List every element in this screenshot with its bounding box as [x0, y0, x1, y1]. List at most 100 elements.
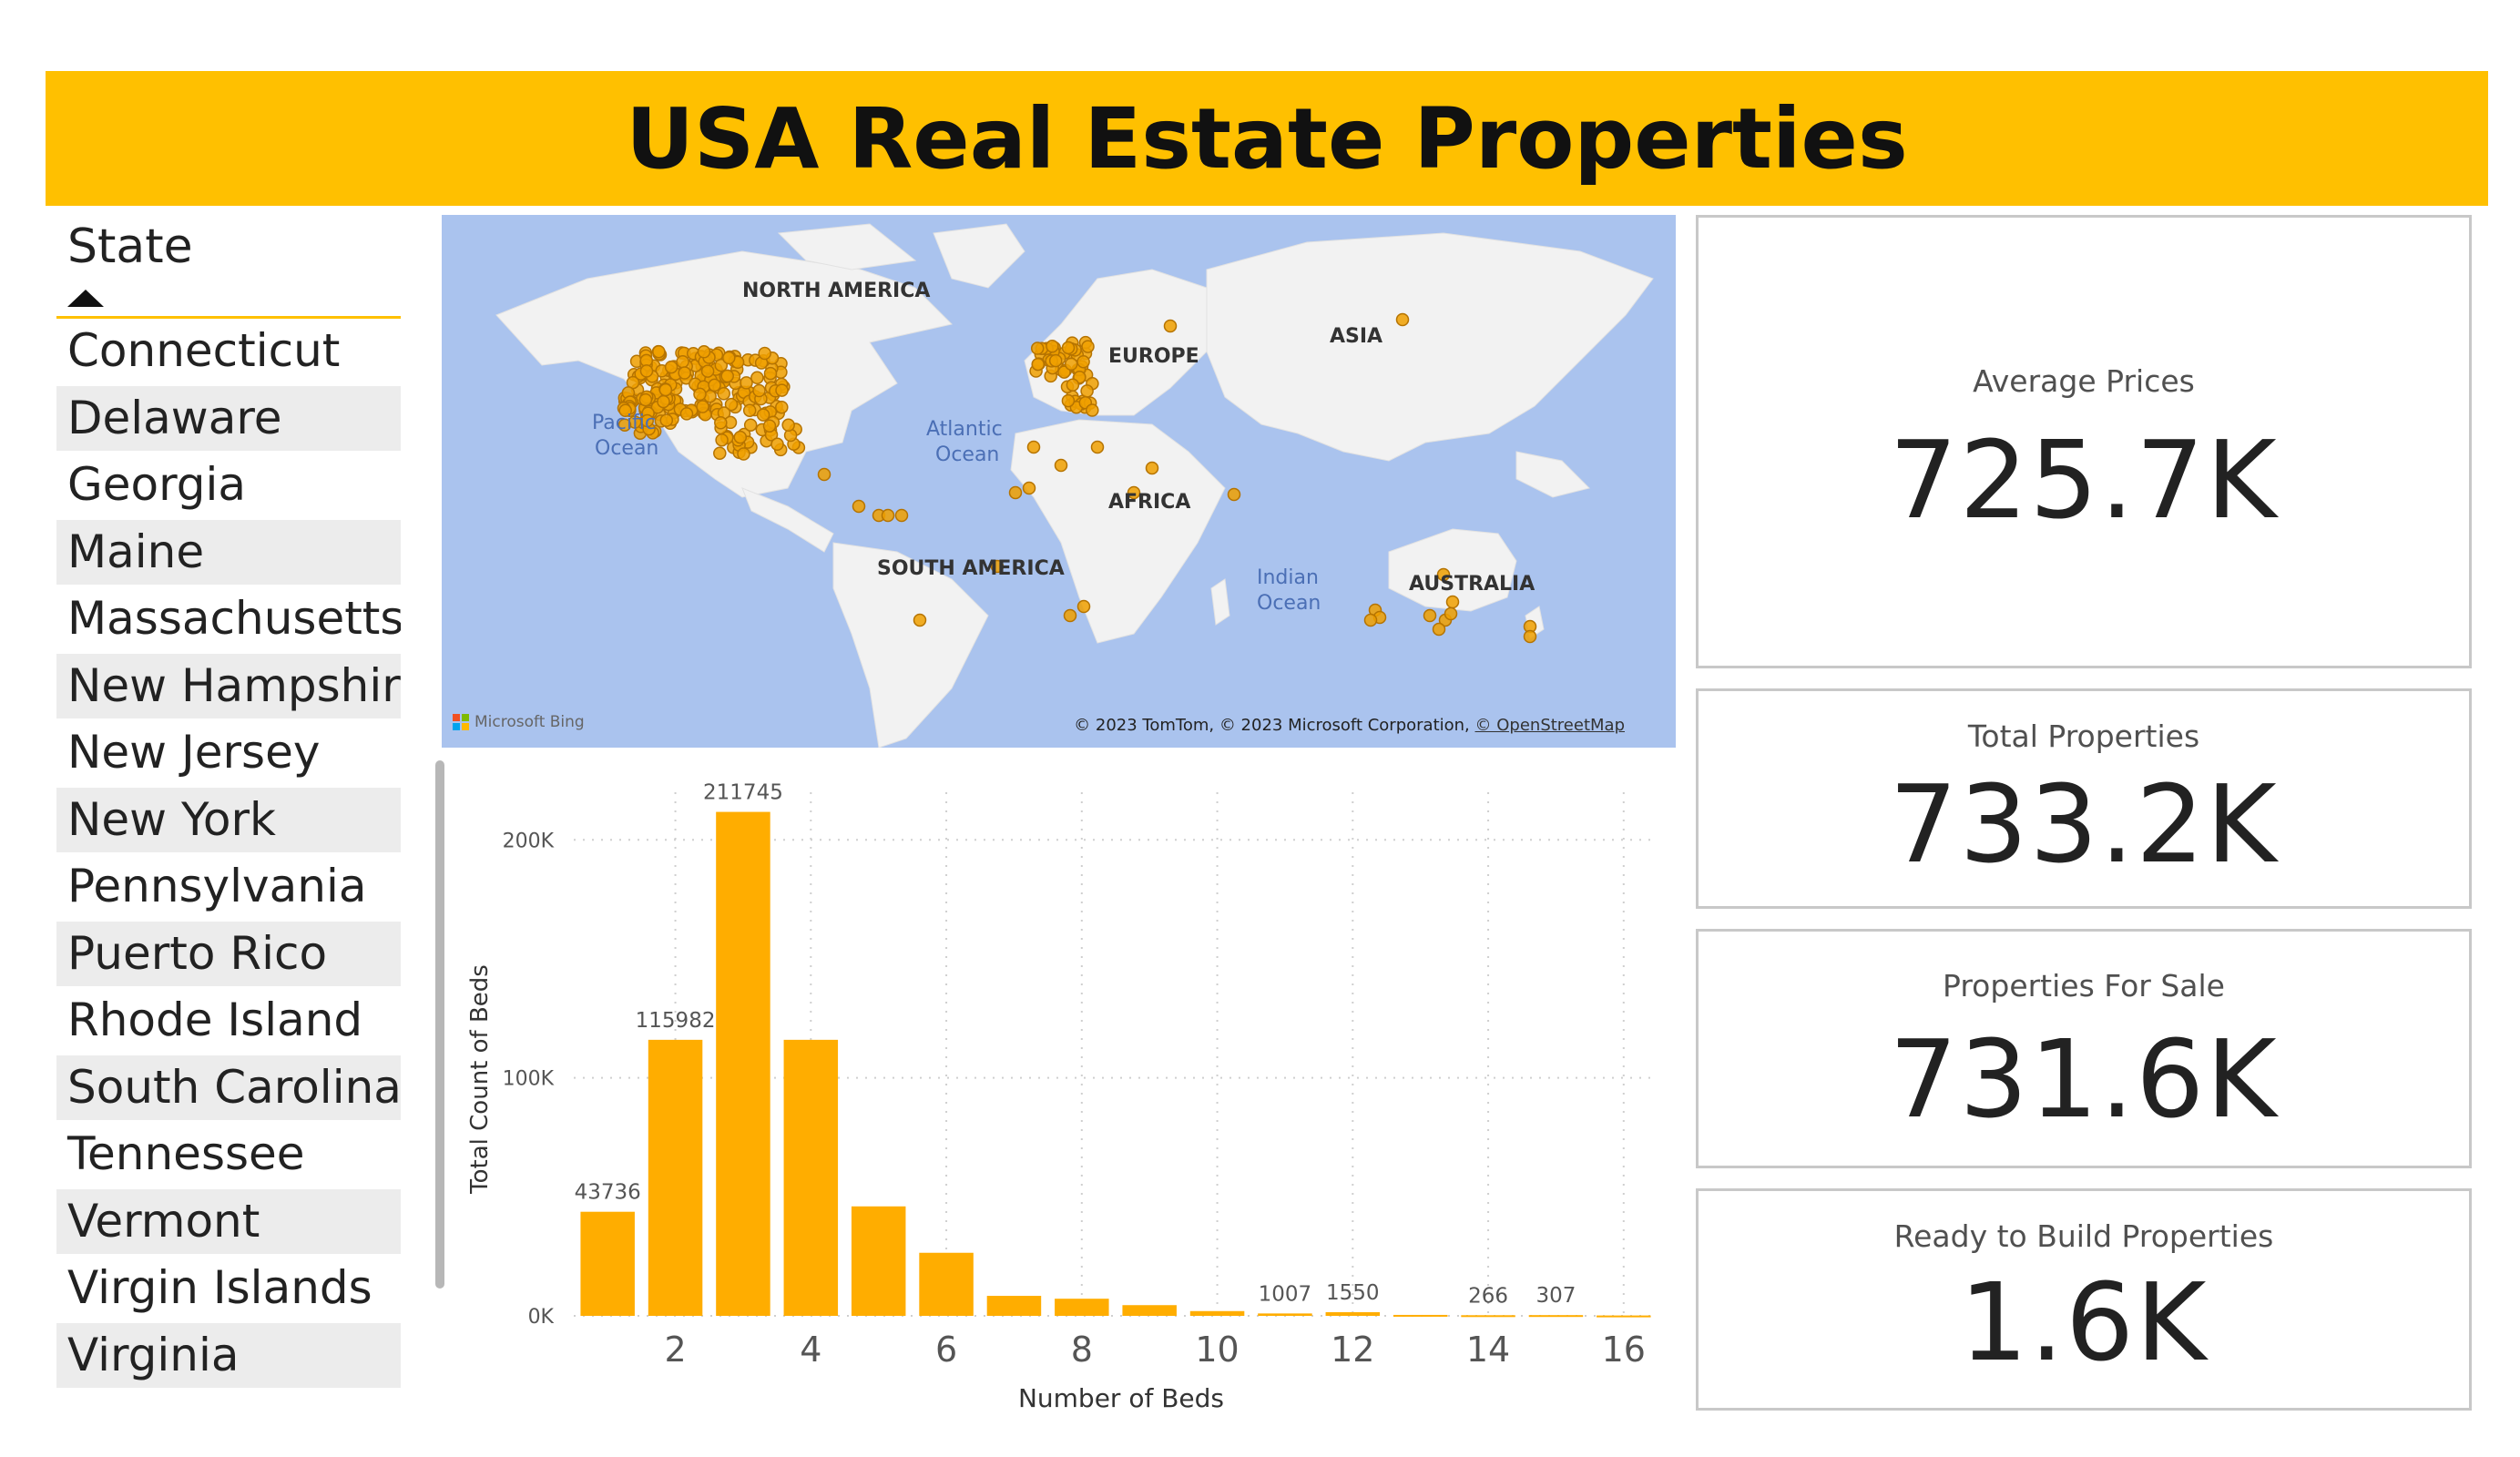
map-marker[interactable] [658, 382, 673, 397]
slicer-item[interactable]: Virgin Islands [56, 1256, 401, 1323]
map-marker[interactable] [1026, 440, 1041, 454]
map-marker[interactable] [1086, 403, 1099, 417]
map-marker[interactable] [817, 467, 831, 482]
map-marker[interactable] [1031, 357, 1045, 372]
slicer-scrollbar[interactable] [435, 760, 444, 1289]
bar[interactable] [648, 1039, 703, 1316]
map-marker[interactable] [1127, 485, 1141, 500]
slicer-item[interactable]: Puerto Rico [56, 921, 401, 988]
map-marker[interactable] [1436, 567, 1451, 582]
map-marker[interactable] [638, 392, 653, 407]
map-marker[interactable] [724, 397, 739, 412]
map-marker[interactable] [1076, 354, 1090, 369]
map-marker[interactable] [770, 437, 784, 452]
map-marker[interactable] [762, 419, 777, 433]
map-marker[interactable] [894, 508, 909, 523]
slicer-item[interactable]: Georgia [56, 453, 401, 520]
slicer-item[interactable]: South Carolina [56, 1055, 401, 1122]
map-marker[interactable] [679, 407, 694, 421]
state-slicer[interactable]: State Connecticut Delaware Georgia Maine Mas… [56, 219, 401, 1390]
bar[interactable] [1258, 1313, 1312, 1316]
map-marker[interactable] [1227, 487, 1241, 502]
map-marker[interactable] [652, 344, 666, 359]
slicer-item[interactable]: Pennsylvania [56, 854, 401, 922]
bar[interactable] [1122, 1305, 1177, 1316]
bar[interactable] [783, 1039, 839, 1316]
map-marker[interactable] [1363, 613, 1378, 627]
bar[interactable] [1597, 1315, 1651, 1318]
map-marker[interactable] [743, 418, 758, 432]
map-marker[interactable] [1008, 485, 1023, 500]
ready-to-build-card[interactable]: Ready to Build Properties 1.6K [1696, 1188, 2472, 1411]
map-marker[interactable] [1022, 481, 1036, 495]
map-marker[interactable] [756, 408, 770, 422]
map-marker[interactable] [1432, 622, 1446, 637]
map-marker[interactable] [737, 447, 750, 461]
bar[interactable] [1528, 1315, 1584, 1318]
map-marker[interactable] [657, 394, 670, 409]
map-marker[interactable] [1145, 461, 1159, 475]
openstreetmap-link[interactable]: © OpenStreetMap [1474, 716, 1625, 735]
map-marker[interactable] [750, 371, 764, 385]
slicer-item[interactable]: Massachusetts [56, 586, 401, 654]
map-marker[interactable] [881, 508, 895, 523]
sort-ascending-icon[interactable] [67, 290, 104, 307]
map-marker[interactable] [700, 364, 715, 378]
map-marker[interactable] [618, 403, 632, 418]
map-marker[interactable] [713, 446, 727, 460]
properties-for-sale-card[interactable]: Properties For Sale 731.6K [1696, 929, 2472, 1168]
slicer-item[interactable]: New Jersey [56, 720, 401, 788]
slicer-item[interactable]: Delaware [56, 385, 401, 453]
map-marker[interactable] [1163, 319, 1178, 333]
map-marker[interactable] [697, 345, 711, 359]
map-marker[interactable] [639, 364, 654, 378]
map-marker[interactable] [763, 366, 778, 381]
map-marker[interactable] [775, 400, 789, 414]
map-marker[interactable] [714, 416, 728, 430]
map-marker[interactable] [1445, 595, 1460, 609]
map-marker[interactable] [1046, 339, 1059, 353]
bar[interactable] [1461, 1315, 1515, 1318]
map-marker[interactable] [1081, 340, 1095, 353]
map-marker[interactable] [1061, 393, 1076, 408]
map-marker[interactable] [740, 376, 753, 390]
bar[interactable] [716, 811, 770, 1316]
map-marker[interactable] [696, 400, 709, 413]
map-marker[interactable] [1048, 353, 1063, 368]
map-marker[interactable] [1090, 440, 1105, 454]
map-marker[interactable] [1063, 608, 1077, 623]
map-marker[interactable] [693, 387, 707, 402]
slicer-item[interactable]: Vermont [56, 1188, 401, 1256]
map-marker[interactable] [913, 613, 927, 627]
map-marker[interactable] [1423, 608, 1437, 623]
bar[interactable] [851, 1206, 906, 1316]
map-marker[interactable] [1064, 357, 1078, 372]
map-marker[interactable] [617, 418, 632, 432]
map-marker[interactable] [1061, 341, 1076, 355]
total-properties-card[interactable]: Total Properties 733.2K [1696, 688, 2472, 909]
map-marker[interactable] [715, 433, 729, 447]
map-marker[interactable] [752, 383, 766, 398]
world-map[interactable]: NORTH AMERICA EUROPE ASIA AFRICA SOUTH A… [442, 215, 1676, 748]
map-marker[interactable] [990, 559, 1005, 574]
bar[interactable] [1325, 1311, 1381, 1316]
beds-bar-chart[interactable]: 43736 115982 211745 1007 1550 266 307 2 4 6 8 10 12… [442, 765, 1676, 1421]
map-marker[interactable] [1030, 341, 1045, 355]
map-marker[interactable] [678, 366, 691, 380]
average-prices-card[interactable]: Average Prices 725.7K [1696, 215, 2472, 668]
bar[interactable] [580, 1211, 635, 1316]
map-marker[interactable] [1054, 458, 1068, 473]
map-marker[interactable] [733, 430, 748, 444]
map-marker[interactable] [775, 383, 789, 397]
map-marker[interactable] [720, 369, 734, 383]
map-marker[interactable] [852, 499, 866, 514]
map-marker[interactable] [717, 387, 730, 401]
map-marker[interactable] [758, 346, 771, 361]
map-marker[interactable] [659, 413, 674, 427]
slicer-item[interactable]: Virginia [56, 1322, 401, 1390]
slicer-item[interactable]: Maine [56, 519, 401, 586]
map-marker[interactable] [676, 354, 689, 369]
map-marker[interactable] [1444, 606, 1458, 621]
map-marker[interactable] [1395, 312, 1410, 327]
bar[interactable] [1393, 1314, 1448, 1317]
